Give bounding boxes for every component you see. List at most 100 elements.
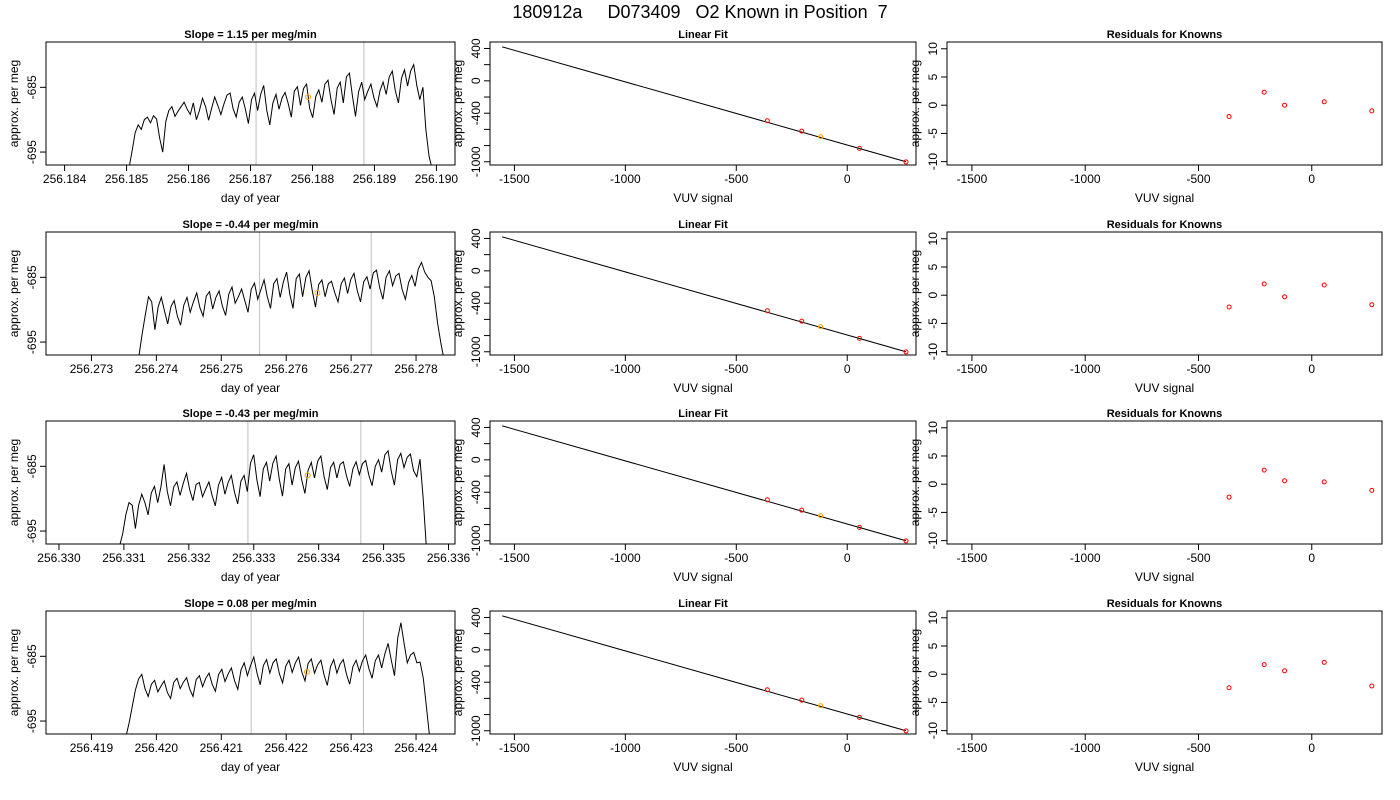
known-point	[856, 524, 862, 530]
x-axis-label: VUV signal	[673, 760, 732, 774]
slope-value: 0.08	[227, 598, 248, 610]
plot-frame	[45, 41, 456, 166]
title-prefix: Slope =	[182, 219, 225, 231]
x-tick-label: 256.273	[70, 362, 114, 376]
x-tick-label: 256.332	[167, 551, 211, 565]
plot-area	[1226, 89, 1375, 119]
x-axis-label: VUV signal	[1135, 381, 1194, 395]
x-tick-label: 256.423	[329, 741, 373, 755]
x-tick-label: 256.336	[427, 551, 471, 565]
panel-title: Slope = 1.15 per meg/min	[184, 29, 317, 41]
x-tick-label: 256.276	[265, 362, 309, 376]
residual-point	[1321, 282, 1327, 288]
residual-point	[1282, 668, 1288, 674]
title-suffix: per meg/min	[248, 29, 317, 41]
x-tick-label: -500	[724, 741, 748, 755]
y-tick-label: 400	[469, 228, 483, 248]
x-tick-label: 256.333	[232, 551, 276, 565]
y-tick-label: -685	[25, 75, 39, 99]
plot-area	[119, 421, 427, 544]
known-point	[799, 697, 805, 703]
y-tick-label: -695	[25, 140, 39, 164]
x-axis-label: VUV signal	[1135, 760, 1194, 774]
x-tick-label: -1500	[957, 172, 988, 186]
sample-point	[818, 513, 824, 519]
y-axis-label: approx. per meg	[451, 439, 465, 526]
x-tick-label: 256.420	[135, 741, 179, 755]
x-tick-label: -500	[724, 172, 748, 186]
title-suffix: per meg/min	[250, 219, 319, 231]
x-axis-label: VUV signal	[1135, 570, 1194, 584]
slope-value: 1.15	[227, 29, 248, 41]
fit-line	[502, 236, 907, 353]
panel-r1-c2: Linear Fit VUV signal approx. per meg -1500…	[451, 29, 917, 205]
x-tick-label: -1500	[957, 741, 988, 755]
y-tick-label: -695	[25, 519, 39, 543]
x-tick-label: 256.277	[329, 362, 373, 376]
y-tick-label: 10	[926, 42, 940, 56]
x-tick-label: -1000	[610, 741, 641, 755]
x-tick-label: -1000	[1070, 172, 1101, 186]
residual-point	[1321, 99, 1327, 105]
x-tick-label: -500	[1186, 741, 1210, 755]
y-tick-label: 0	[469, 267, 483, 274]
slope-value: -0.44	[225, 219, 251, 231]
residual-point	[1261, 662, 1267, 668]
y-tick-label: -695	[25, 709, 39, 733]
y-tick-label: -5	[926, 697, 940, 708]
data-trace	[125, 622, 430, 734]
panel-title: Slope = -0.44 per meg/min	[182, 219, 318, 231]
residual-point	[1282, 478, 1288, 484]
residual-point	[1226, 685, 1232, 691]
x-axis-label: VUV signal	[1135, 191, 1194, 205]
sample-point	[818, 324, 824, 330]
x-tick-label: -500	[1186, 362, 1210, 376]
residual-point	[1261, 89, 1267, 95]
panel-r4-c2: Linear Fit VUV signal approx. per meg -1500…	[451, 598, 917, 774]
fit-line	[502, 46, 907, 163]
plot-frame	[489, 231, 917, 356]
x-tick-label: 256.419	[70, 741, 114, 755]
x-tick-label: -1500	[499, 741, 530, 755]
plot-frame	[946, 420, 1383, 545]
x-tick-label: 256.188	[291, 172, 335, 186]
x-tick-label: 256.274	[135, 362, 179, 376]
x-axis-label: day of year	[221, 191, 280, 205]
x-tick-label: 0	[844, 741, 851, 755]
sample-point	[818, 134, 824, 140]
title-suffix: per meg/min	[250, 408, 319, 420]
panel-r3-c1: Slope = -0.43 per meg/min day of year appr…	[7, 408, 471, 584]
sample-mean-point	[314, 289, 321, 296]
x-tick-label: -1500	[499, 362, 530, 376]
x-tick-label: 256.278	[394, 362, 438, 376]
panel-title: Linear Fit	[678, 408, 728, 420]
residual-point	[1282, 102, 1288, 108]
residual-point	[1321, 479, 1327, 485]
known-point	[764, 497, 770, 503]
panel-title: Residuals for Knowns	[1107, 29, 1223, 41]
x-tick-label: 256.186	[167, 172, 211, 186]
panel-title: Residuals for Knowns	[1107, 408, 1223, 420]
panel-r2-c2: Linear Fit VUV signal approx. per meg -1500…	[451, 219, 917, 395]
x-tick-label: 256.335	[362, 551, 406, 565]
known-point	[856, 145, 862, 151]
residual-point	[1282, 294, 1288, 300]
plot-area	[502, 615, 909, 734]
panel-title: Linear Fit	[678, 598, 728, 610]
x-tick-label: -1500	[499, 172, 530, 186]
y-axis-label: approx. per meg	[908, 60, 922, 147]
panel-title: Slope = -0.43 per meg/min	[182, 408, 318, 420]
x-axis-label: day of year	[221, 570, 280, 584]
plot-area	[502, 236, 909, 355]
y-axis-label: approx. per meg	[7, 60, 21, 147]
title-prefix: Slope =	[184, 598, 227, 610]
plot-frame	[946, 41, 1383, 166]
title-prefix: Slope =	[184, 29, 227, 41]
y-axis-label: approx. per meg	[908, 250, 922, 337]
panel-r4-c1: Slope = 0.08 per meg/min day of year appro…	[7, 598, 456, 774]
x-tick-label: -1000	[610, 362, 641, 376]
y-axis-label: approx. per meg	[908, 629, 922, 716]
x-axis-label: VUV signal	[673, 191, 732, 205]
y-tick-label: -685	[25, 644, 39, 668]
x-tick-label: 256.190	[415, 172, 459, 186]
